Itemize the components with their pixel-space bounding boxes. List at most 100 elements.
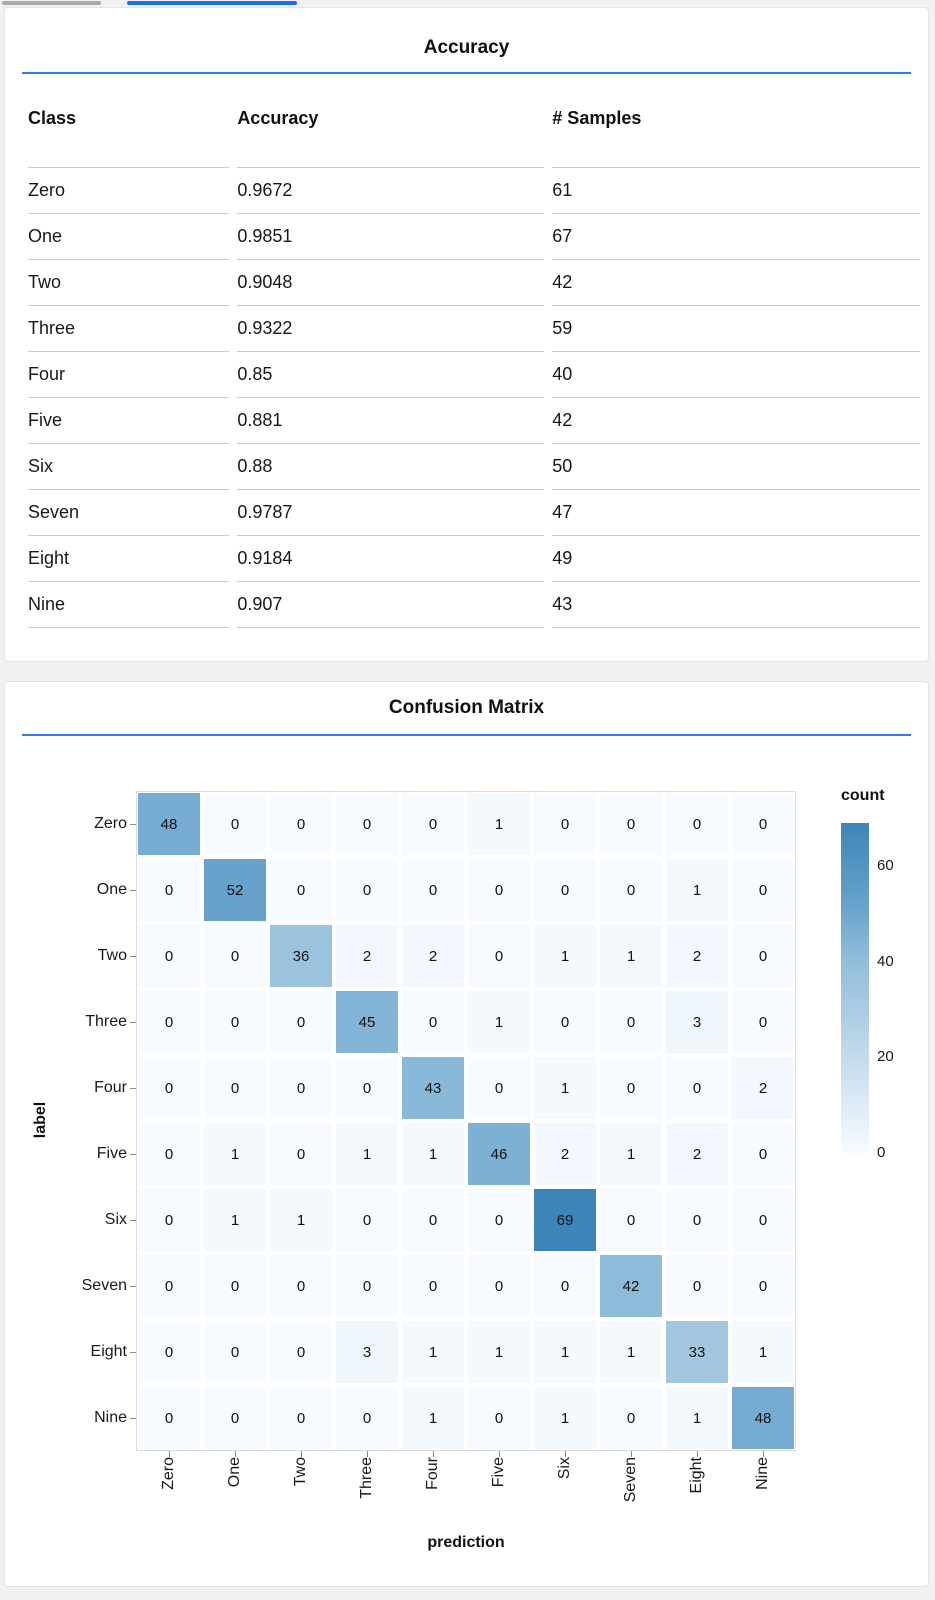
heatmap-cell: 1 xyxy=(204,1189,266,1251)
heatmap-cell: 1 xyxy=(534,1321,596,1383)
accuracy-cell: 0.907 xyxy=(237,581,545,628)
top-tab-indicator-blue[interactable] xyxy=(127,1,297,5)
accuracy-cell: Four xyxy=(28,351,230,397)
y-axis-label-eight: Eight xyxy=(90,1343,127,1360)
accuracy-table-row-two: Two 0.9048 42 xyxy=(28,259,920,305)
heatmap-cell: 0 xyxy=(336,793,398,855)
accuracy-cell: Seven xyxy=(28,489,230,535)
heatmap-cell: 33 xyxy=(666,1321,728,1383)
y-axis-label-five: Five xyxy=(96,1145,127,1162)
legend-tick-label-60: 60 xyxy=(877,857,894,875)
accuracy-table-row-seven: Seven 0.9787 47 xyxy=(28,489,920,535)
heatmap-cell: 0 xyxy=(732,1255,794,1317)
heatmap-cell: 0 xyxy=(336,859,398,921)
heatmap-cell: 46 xyxy=(468,1123,530,1185)
x-axis-tick xyxy=(499,1451,500,1457)
accuracy-table-header-row: Class Accuracy # Samples xyxy=(28,98,920,167)
heatmap-cell: 45 xyxy=(336,991,398,1053)
y-axis-tick xyxy=(130,1088,136,1089)
confusion-heatmap-chart: 48 0 0 0 0 1 0 0 0 0 0 52 0 0 0 0 0 0 1 0 0 0 36 2 2 0 1 1 2 0 0 0 0 45 0 1… xyxy=(5,682,930,1586)
x-axis-label-nine: Nine xyxy=(754,1457,771,1490)
heatmap-cell: 1 xyxy=(534,925,596,987)
y-axis-title: label xyxy=(32,1101,49,1139)
heatmap-cell: 0 xyxy=(270,1255,332,1317)
heatmap-cell: 0 xyxy=(402,859,464,921)
heatmap-cell: 1 xyxy=(600,925,662,987)
accuracy-cell: Two xyxy=(28,259,230,305)
heatmap-cell: 1 xyxy=(468,793,530,855)
accuracy-table-row-five: Five 0.881 42 xyxy=(28,397,920,443)
heatmap-cell: 0 xyxy=(270,1057,332,1119)
accuracy-cell: 0.85 xyxy=(237,351,545,397)
heatmap-cell: 0 xyxy=(336,1057,398,1119)
heatmap-cell: 0 xyxy=(138,859,200,921)
heatmap-cell: 1 xyxy=(402,1123,464,1185)
top-tab-indicator-gray[interactable] xyxy=(2,1,101,5)
heatmap-cell: 1 xyxy=(534,1057,596,1119)
heatmap-cell: 1 xyxy=(402,1387,464,1449)
y-axis-tick xyxy=(130,1022,136,1023)
accuracy-cell: 0.881 xyxy=(237,397,545,443)
y-axis-label-six: Six xyxy=(104,1211,127,1228)
x-axis-label-seven: Seven xyxy=(622,1457,639,1503)
heatmap-cell: 1 xyxy=(666,1387,728,1449)
heatmap-cell: 0 xyxy=(600,859,662,921)
heatmap-cell: 0 xyxy=(138,1123,200,1185)
heatmap-cell: 1 xyxy=(468,1321,530,1383)
accuracy-cell: Five xyxy=(28,397,230,443)
heatmap-cell: 0 xyxy=(468,925,530,987)
heatmap-cell: 0 xyxy=(138,1255,200,1317)
accuracy-cell: 67 xyxy=(552,213,920,259)
accuracy-table-row-three: Three 0.9322 59 xyxy=(28,305,920,351)
heatmap-cell: 0 xyxy=(468,859,530,921)
heatmap-cell: 1 xyxy=(600,1123,662,1185)
heatmap-cell: 0 xyxy=(402,1255,464,1317)
accuracy-table-row-eight: Eight 0.9184 49 xyxy=(28,535,920,581)
accuracy-cell: 0.9851 xyxy=(237,213,545,259)
accuracy-table-row-six: Six 0.88 50 xyxy=(28,443,920,489)
heatmap-cell: 0 xyxy=(402,991,464,1053)
y-axis-tick xyxy=(130,1352,136,1353)
confusion-matrix-panel: Confusion Matrix 48 0 0 0 0 1 0 0 0 0 0 52 0 0 0 0 0 0 1 0 0… xyxy=(4,681,929,1587)
y-axis-tick xyxy=(130,1418,136,1419)
y-axis-tick xyxy=(130,890,136,891)
heatmap-cell: 0 xyxy=(270,1321,332,1383)
y-axis-tick xyxy=(130,956,136,957)
confusion-title-rule xyxy=(22,734,911,736)
heatmap-cell: 0 xyxy=(732,1189,794,1251)
heatmap-cell: 43 xyxy=(402,1057,464,1119)
x-axis-tick xyxy=(433,1451,434,1457)
heatmap-cell: 36 xyxy=(270,925,332,987)
heatmap-cell: 0 xyxy=(138,1387,200,1449)
heatmap-cell: 0 xyxy=(204,1255,266,1317)
accuracy-cell: Zero xyxy=(28,167,230,213)
accuracy-cell: 43 xyxy=(552,581,920,628)
heatmap-cell: 0 xyxy=(270,1123,332,1185)
accuracy-table-header-samples: # Samples xyxy=(552,108,642,128)
x-axis-label-two: Two xyxy=(292,1457,309,1487)
y-axis-label-two: Two xyxy=(97,947,127,964)
x-axis-tick xyxy=(631,1451,632,1457)
accuracy-title-rule xyxy=(22,72,911,74)
heatmap-cell: 0 xyxy=(204,1387,266,1449)
x-axis-label-eight: Eight xyxy=(688,1457,705,1494)
legend-title: count xyxy=(841,787,885,804)
heatmap-cell: 0 xyxy=(468,1255,530,1317)
heatmap-cell: 0 xyxy=(600,793,662,855)
accuracy-cell: Six xyxy=(28,443,230,489)
x-axis-tick xyxy=(301,1451,302,1457)
y-axis-label-zero: Zero xyxy=(94,815,127,832)
accuracy-table-header-accuracy: Accuracy xyxy=(237,108,319,128)
accuracy-cell: 0.9184 xyxy=(237,535,545,581)
heatmap-cell: 2 xyxy=(402,925,464,987)
heatmap-cell: 0 xyxy=(270,793,332,855)
x-axis-label-zero: Zero xyxy=(160,1457,177,1490)
heatmap-cell: 1 xyxy=(204,1123,266,1185)
accuracy-table-header-class: Class xyxy=(28,108,77,128)
heatmap-cell: 0 xyxy=(732,859,794,921)
legend-tick-label-20: 20 xyxy=(877,1048,894,1066)
heatmap-cell: 0 xyxy=(204,1321,266,1383)
y-axis-label-three: Three xyxy=(85,1013,127,1030)
heatmap-cell: 0 xyxy=(534,991,596,1053)
x-axis-tick xyxy=(565,1451,566,1457)
